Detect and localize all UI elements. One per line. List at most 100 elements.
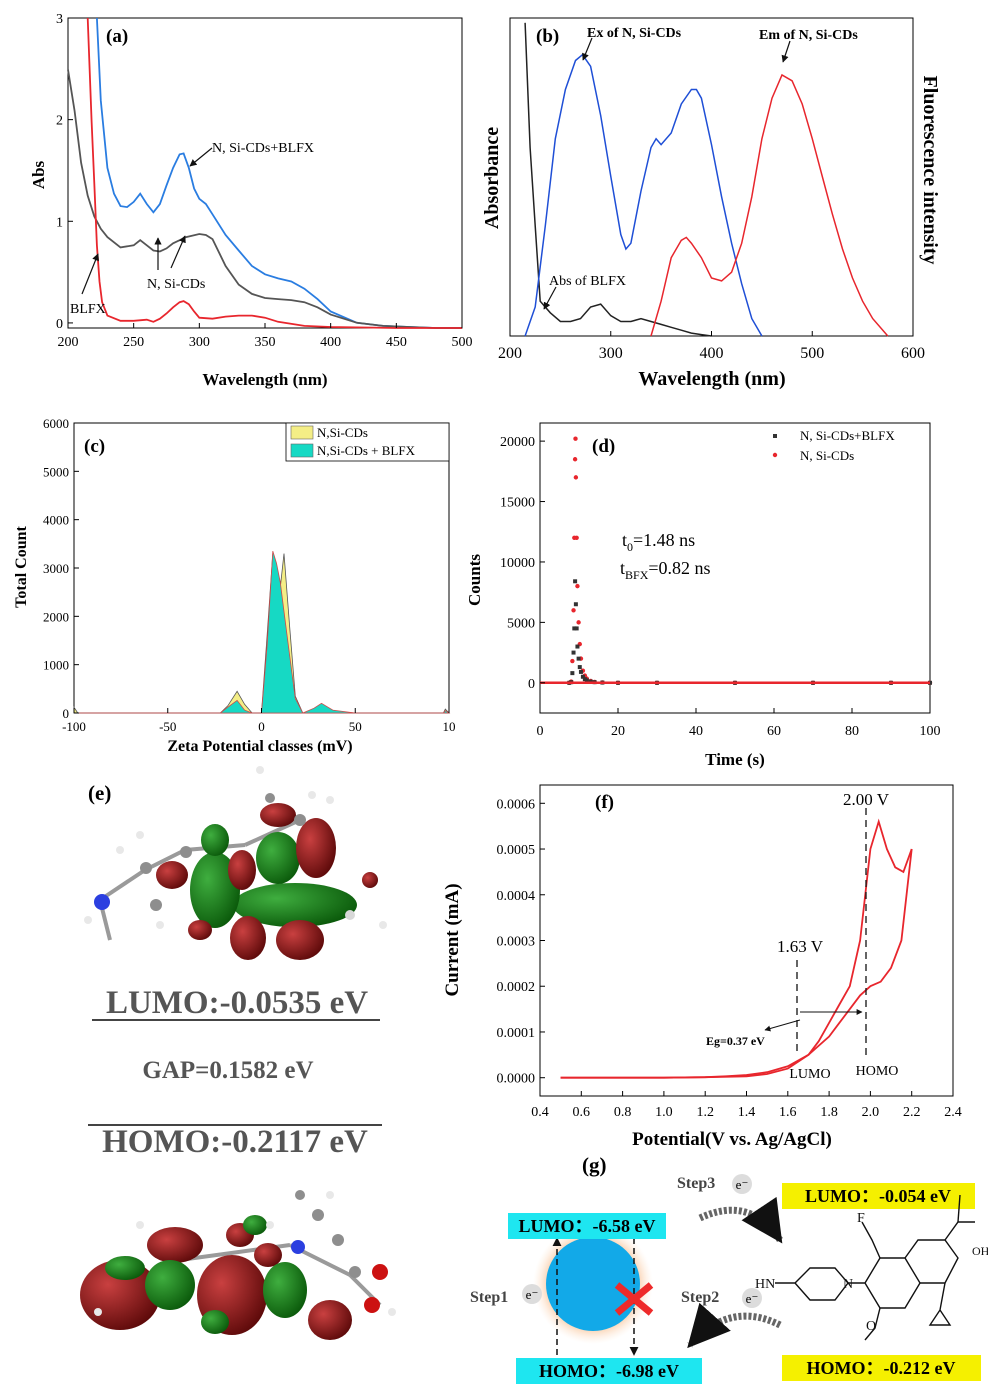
y-tick-label: 5000 (43, 464, 69, 479)
panel-c-xlabel: Zeta Potential classes (mV) (167, 738, 352, 755)
panel-d-legend: N, Si-CDs+BLFX N, Si-CDs (772, 428, 895, 463)
y-tick-label: 20000 (500, 435, 535, 450)
electron-icon-1 (522, 1284, 542, 1304)
annotation-arrow-a4 (81, 253, 99, 295)
panel-a-xlabel: Wavelength (nm) (202, 370, 327, 389)
x-tick-label: 0.6 (573, 1105, 591, 1120)
mol-hn-label: HN (755, 1277, 775, 1292)
panel-c-frame (73, 422, 450, 714)
step1-label: Step1 (470, 1289, 508, 1306)
y-tick-label: 6000 (43, 416, 69, 431)
scatter-point-d (571, 608, 576, 613)
x-tick-label: 0.8 (614, 1105, 632, 1120)
x-tick-label: 80 (845, 724, 859, 739)
legend-label-d-cds: N, Si-CDs (800, 448, 854, 463)
panel-c-legend: N,Si-CDs N,Si-CDs + BLFX (285, 422, 450, 462)
lumo-energy: LUMO:-0.0535 eV (106, 985, 368, 1021)
annotation-arrow-b1 (582, 37, 593, 61)
panel-f-ylabel: Current (mA) (442, 883, 463, 996)
carbon-dot-sphere (546, 1237, 640, 1331)
panel-c-tag: (c) (84, 436, 105, 457)
panel-f-xlabel: Potential(V vs. Ag/AgCl) (632, 1129, 832, 1150)
panel-a-yticks: 0 1 2 3 (56, 12, 73, 332)
blfx-molecule: F HN N O OH (755, 1194, 988, 1341)
x-tick-label: 400 (320, 335, 341, 350)
x-tick-label: 200 (58, 335, 79, 350)
peak-2v-label: 2.00 V (843, 790, 890, 809)
scatter-point-d (570, 658, 575, 664)
panel-a-ylabel: Abs (29, 160, 48, 189)
electron-label-1: e⁻ (526, 1287, 539, 1302)
y-tick-label: 10000 (500, 556, 535, 571)
annotation-arrow-a3 (170, 235, 186, 269)
x-tick-label: 20 (611, 724, 625, 739)
series-area-c-1 (74, 550, 451, 714)
annotation-ex: Ex of N, Si-CDs (587, 26, 682, 41)
x-tick-label: 2.0 (862, 1105, 880, 1120)
lumo-cd-highlight (508, 1213, 666, 1239)
annotation-abs: Abs of BLFX (549, 274, 626, 289)
scatter-point-d (573, 602, 578, 607)
series-line-a-2 (86, 17, 462, 329)
mol-oh-label: OH (972, 1244, 988, 1258)
y-tick-label: 0.0002 (497, 980, 536, 995)
panel-b-tag: (b) (536, 26, 559, 47)
y-tick-label: 0.0004 (497, 889, 536, 904)
panel-d-ylabel: Counts (465, 554, 484, 606)
y-tick-label: 0.0006 (497, 797, 536, 812)
lumo-b-highlight (782, 1183, 975, 1209)
legend-marker-cds-blfx (773, 434, 777, 438)
mol-f-label: F (857, 1211, 865, 1226)
eg-arrow-left (764, 1019, 801, 1032)
panel-a-tag: (a) (106, 26, 128, 47)
x-tick-label: 2.4 (944, 1105, 962, 1120)
y-tick-label: 0.0001 (497, 1026, 536, 1041)
panel-d: 0 20 40 60 80 100 0 5000 10000 15000 20000 (d) Ti… (465, 422, 941, 769)
panel-c-yticks: 0 1000 2000 3000 4000 5000 6000 (43, 416, 79, 721)
x-tick-label: 1.0 (655, 1105, 673, 1120)
panel-b-series (524, 22, 889, 337)
x-tick-label: 0 (537, 724, 544, 739)
panel-d-xlabel: Time (s) (705, 750, 765, 769)
x-tick-label: 1.8 (820, 1105, 838, 1120)
f-lumo-label: LUMO (789, 1067, 830, 1082)
homo-energy: HOMO:-0.2117 eV (102, 1124, 368, 1160)
x-tick-label: 60 (767, 724, 781, 739)
scatter-point-d (575, 644, 580, 649)
homo-b-highlight (782, 1355, 981, 1381)
y-tick-label: 2000 (43, 609, 69, 624)
y-tick-label: 2 (56, 114, 63, 129)
y-tick-label: 0.0005 (497, 843, 536, 858)
scatter-point-d (570, 671, 575, 676)
x-tick-label: 0 (258, 719, 265, 734)
scatter-point-d (573, 436, 578, 441)
lumo-orbital-image (84, 766, 387, 960)
panel-d-frame (539, 422, 931, 714)
t0-annotation: t0=1.48 ns (622, 530, 695, 554)
panel-b-xlabel: Wavelength (nm) (638, 368, 785, 390)
series-line-a-1 (67, 69, 462, 329)
panel-d-tag: (d) (592, 436, 615, 457)
x-tick-label: 600 (901, 345, 925, 362)
onset-163v-label: 1.63 V (777, 937, 824, 956)
scatter-point-d (578, 669, 583, 674)
x-tick-label: 350 (255, 335, 276, 350)
panel-a: 200 250 300 350 400 450 500 0 1 2 3 (a) Wavelengt… (29, 12, 473, 389)
step3-curved-arrow (698, 1196, 783, 1244)
panel-f-series (560, 818, 913, 1079)
legend-marker-cds (772, 452, 778, 458)
panel-d-series (540, 436, 933, 685)
scatter-point-d (571, 650, 576, 655)
electron-label-2: e⁻ (746, 1291, 759, 1306)
panel-f: 0.4 0.6 0.8 1.0 1.2 1.4 1.6 1.8 2.0 2.2 2.4 0.0000… (442, 784, 962, 1150)
electron-label-3: e⁻ (736, 1177, 749, 1192)
annotation-cds: N, Si-CDs (147, 277, 205, 292)
x-tick-label: 250 (123, 335, 144, 350)
legend-swatch-cds (290, 425, 314, 440)
homo-cd-label: HOMO：-6.98 eV (539, 1361, 679, 1381)
scatter-point-d (580, 674, 585, 679)
scatter-point-d (572, 457, 578, 462)
panel-g: (g) LUMO：-6.58 eV HOMO：-6.98 eV LUMO：-0.… (470, 1153, 988, 1384)
step2-label: Step2 (681, 1289, 719, 1306)
